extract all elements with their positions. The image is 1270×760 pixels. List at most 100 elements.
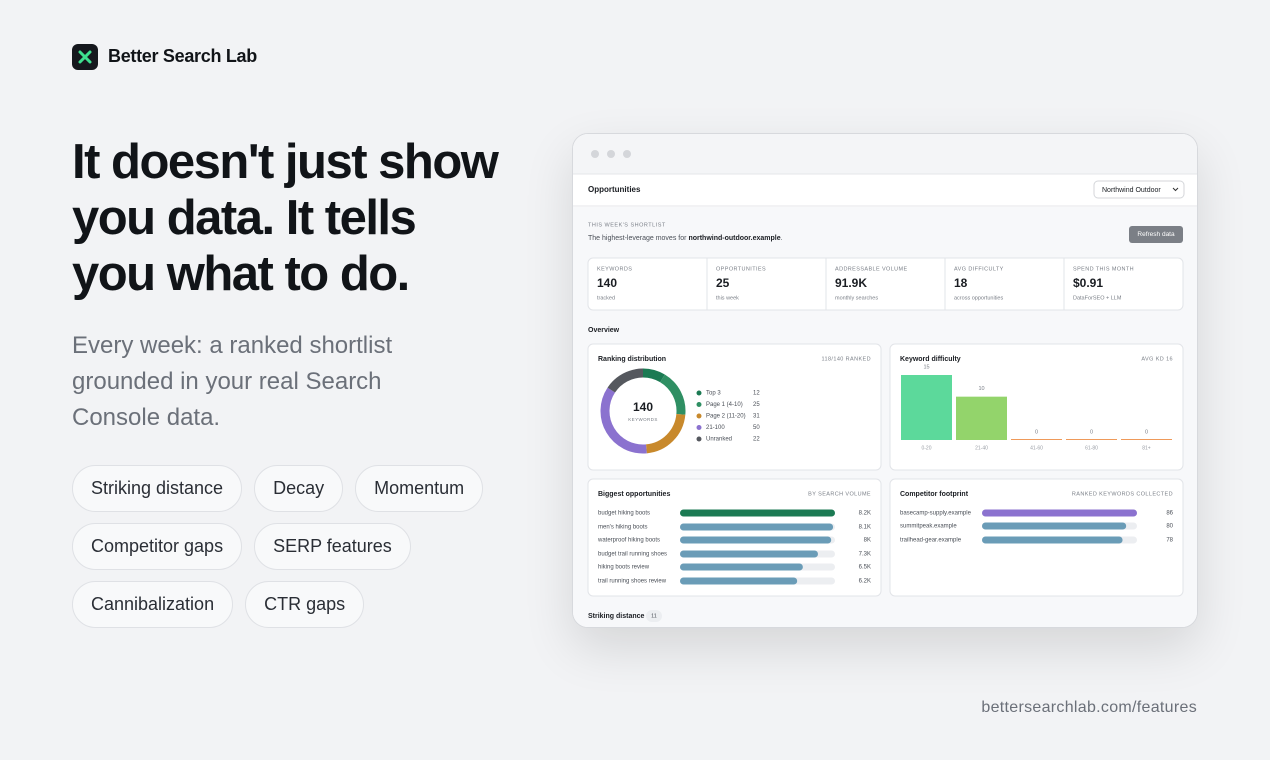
bar: [680, 523, 834, 531]
legend-dot: [696, 436, 702, 442]
dashboard: Opportunities Northwind Outdoor THIS WEEK'…: [573, 134, 1197, 627]
shortlist-text-part: The highest-leverage moves for: [588, 235, 687, 242]
row-label: trail running shoes review: [598, 579, 667, 585]
legend-label: Page 1 (4-10): [706, 402, 743, 408]
window-dot: [607, 150, 615, 158]
legend-value: 22: [753, 437, 760, 443]
count-badge-label: 11: [651, 613, 657, 619]
legend-dot: [696, 402, 702, 407]
difficulty-bar: [1121, 439, 1172, 440]
bar-value-label: 80: [1166, 524, 1173, 530]
subhead-line: grounded in your real Search: [72, 368, 382, 395]
bar-value-label: 8K: [864, 538, 871, 544]
logo: [72, 44, 98, 70]
headline-line: you what to do.: [72, 247, 410, 301]
stat-label: SPEND THIS MONTH: [1073, 266, 1134, 272]
stat-value: 140: [597, 276, 617, 290]
feature-tag[interactable]: Cannibalization: [72, 581, 234, 628]
donut-segment: [600, 387, 647, 454]
shortlist-text-part: northwind-outdoor.example: [688, 235, 780, 242]
stat-value: $0.91: [1073, 276, 1103, 290]
bar-value-label: 7.3K: [859, 552, 871, 558]
subhead-line: Console data.: [72, 404, 221, 431]
legend-label: Unranked: [706, 437, 732, 443]
site-select-label: Northwind Outdoor: [1102, 187, 1161, 194]
title-bar: [573, 134, 1197, 174]
difficulty-bar: [901, 375, 952, 440]
row-label: hiking boots review: [598, 565, 650, 571]
site-select[interactable]: [1093, 180, 1185, 199]
bar-value-label: 6.5K: [859, 565, 871, 571]
feature-tag[interactable]: Decay: [254, 465, 344, 512]
count-badge: [646, 610, 662, 622]
bar: [982, 509, 1137, 517]
footer-url[interactable]: bettersearchlab.com/features: [981, 699, 1197, 716]
bar-value-label: 8.2K: [859, 511, 871, 517]
stats-panel: [587, 257, 1184, 311]
bar-value-label: 10: [978, 386, 984, 392]
stat-label: KEYWORDS: [597, 266, 632, 272]
legend-value: 31: [753, 414, 760, 420]
feature-tag[interactable]: Striking distance: [72, 465, 243, 512]
feature-tag[interactable]: CTR gaps: [245, 581, 365, 628]
shortlist-text-part: .: [781, 235, 783, 242]
shortlist-text: The highest-leverage moves for northwind-…: [588, 235, 783, 242]
app-window: Opportunities Northwind Outdoor THIS WEEK'…: [572, 133, 1198, 628]
card-title: Biggest opportunities: [598, 491, 670, 498]
legend-label: 21-100: [706, 425, 725, 431]
row-label: basecamp-supply.example: [900, 511, 972, 517]
legend-value: 25: [753, 402, 760, 408]
difficulty-bar: [956, 396, 1007, 440]
bar-value-label: 0: [1090, 429, 1093, 435]
donut-total: 140: [633, 400, 653, 414]
bar-value-label: 78: [1166, 538, 1173, 544]
stat-label: AVG DIFFICULTY: [954, 266, 1004, 272]
stat-sub: DataForSEO + LLM: [1073, 295, 1122, 301]
legend-dot: [696, 425, 702, 430]
window-dot: [623, 150, 631, 158]
stat-label: ADDRESSABLE VOLUME: [835, 266, 908, 272]
bar: [680, 509, 835, 517]
stat-label: OPPORTUNITIES: [716, 266, 766, 272]
donut-segment: [659, 374, 686, 415]
window-dot: [591, 150, 599, 158]
stat-value: 18: [954, 276, 968, 290]
card-note: BY SEARCH VOLUME: [808, 491, 871, 497]
donut-segment: [642, 368, 665, 383]
row-label: waterproof hiking boots: [597, 538, 660, 544]
stat-value: 91.9K: [835, 276, 867, 290]
refresh-button[interactable]: [1129, 226, 1183, 243]
bar: [680, 577, 798, 585]
section-label: Overview: [588, 327, 620, 334]
feature-tag[interactable]: Competitor gaps: [72, 523, 243, 570]
x-tick-label: 81+: [1142, 445, 1151, 451]
card-note: AVG KD 16: [1141, 356, 1173, 362]
x-tick-label: 61-80: [1085, 445, 1098, 451]
brand-name: Better Search Lab: [108, 46, 257, 66]
card-note: 118/140 RANKED: [821, 356, 871, 362]
card-title: Keyword difficulty: [900, 356, 961, 363]
bar: [982, 522, 1127, 530]
stat-sub: across opportunities: [954, 295, 1003, 301]
stat-sub: tracked: [597, 295, 615, 301]
stat-sub: monthly searches: [835, 295, 878, 301]
feature-tag[interactable]: Momentum: [355, 465, 484, 512]
bar: [680, 563, 803, 571]
subhead: Every week: a ranked shortlist grounded …: [72, 328, 392, 436]
bar-value-label: 86: [1166, 511, 1173, 517]
difficulty-bar: [1011, 439, 1062, 440]
bar: [680, 536, 832, 544]
donut-segment: [607, 368, 644, 393]
section-label: Striking distance: [588, 613, 645, 620]
legend-label: Top 3: [706, 391, 721, 397]
bar: [982, 536, 1123, 544]
bar-value-label: 6.2K: [859, 579, 871, 585]
donut-total-label: KEYWORDS: [628, 417, 657, 422]
donut-segment: [645, 413, 686, 454]
feature-tag[interactable]: SERP features: [254, 523, 411, 570]
x-tick-label: 41-60: [1030, 445, 1043, 451]
tag-list: Striking distance Decay Momentum Competitor…: [72, 465, 512, 628]
x-tick-label: 21-40: [975, 445, 988, 451]
subhead-line: Every week: a ranked shortlist: [72, 332, 393, 359]
